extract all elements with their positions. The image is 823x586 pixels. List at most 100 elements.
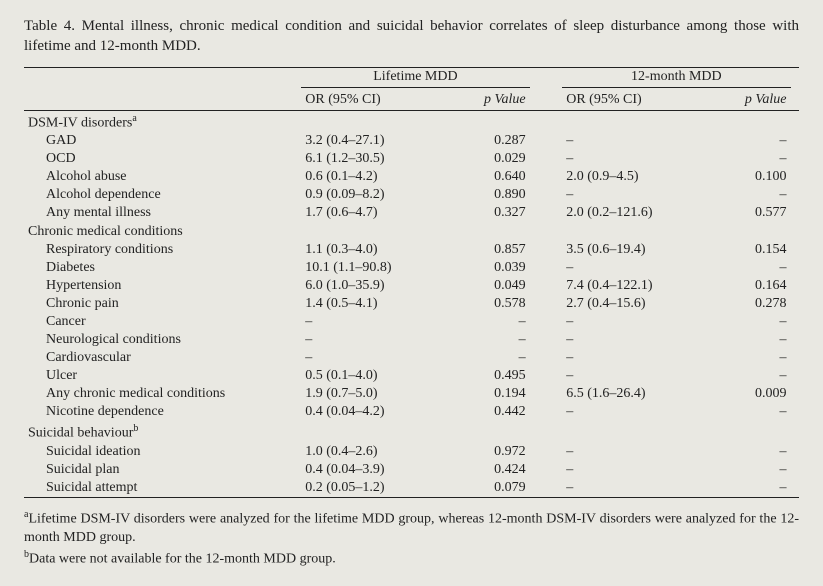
header-row-1: Lifetime MDD 12-month MDD <box>24 68 799 88</box>
cell-p1: 0.578 <box>448 295 530 313</box>
table-row: OCD6.1 (1.2–30.5)0.029–– <box>24 150 799 168</box>
cell-p1: 0.287 <box>448 132 530 150</box>
cell-p2: – <box>709 443 791 461</box>
cell-p1: 0.424 <box>448 461 530 479</box>
cell-p1: 0.327 <box>448 204 530 222</box>
table-row: Any chronic medical conditions1.9 (0.7–5… <box>24 385 799 403</box>
table-row: Ulcer0.5 (0.1–4.0)0.495 –– <box>24 367 799 385</box>
cell-p1: 0.049 <box>448 277 530 295</box>
cell-or1: 0.4 (0.04–4.2) <box>301 403 448 421</box>
cell-p2: – <box>709 349 791 367</box>
row-label: GAD <box>24 132 301 150</box>
header-or2: OR (95% CI) <box>562 87 709 110</box>
cell-p1: 0.442 <box>448 403 530 421</box>
table-row: Suicidal plan0.4 (0.04–3.9)0.424 –– <box>24 461 799 479</box>
row-label: Cancer <box>24 313 301 331</box>
cell-or1: 1.9 (0.7–5.0) <box>301 385 448 403</box>
table-row: Cancer–––– <box>24 313 799 331</box>
cell-or2: – <box>562 313 709 331</box>
cell-p2: – <box>709 150 791 168</box>
table-row: Nicotine dependence0.4 (0.04–4.2)0.442–– <box>24 403 799 421</box>
cell-p2: 0.577 <box>709 204 791 222</box>
cell-or2: – <box>562 349 709 367</box>
table-row: Suicidal ideation1.0 (0.4–2.6)0.972–– <box>24 443 799 461</box>
cell-or1: 6.0 (1.0–35.9) <box>301 277 448 295</box>
header-lifetime: Lifetime MDD <box>301 68 529 88</box>
cell-p2: – <box>709 479 791 498</box>
cell-or2: 6.5 (1.6–26.4) <box>562 385 709 403</box>
cell-p2: – <box>709 186 791 204</box>
row-label: Any chronic medical conditions <box>24 385 301 403</box>
cell-p1: – <box>448 349 530 367</box>
cell-p1: 0.495 <box>448 367 530 385</box>
cell-or2: 3.5 (0.6–19.4) <box>562 241 709 259</box>
cell-p1: 0.972 <box>448 443 530 461</box>
cell-or2: – <box>562 461 709 479</box>
cell-or1: 3.2 (0.4–27.1) <box>301 132 448 150</box>
table-row: Cardiovascular–––– <box>24 349 799 367</box>
table-row: Chronic pain1.4 (0.5–4.1)0.5782.7 (0.4–1… <box>24 295 799 313</box>
table-row: Respiratory conditions1.1 (0.3–4.0)0.857… <box>24 241 799 259</box>
footnotes: aLifetime DSM-IV disorders were analyzed… <box>24 508 799 570</box>
cell-p2: 0.278 <box>709 295 791 313</box>
cell-or1: 10.1 (1.1–90.8) <box>301 259 448 277</box>
cell-or2: 7.4 (0.4–122.1) <box>562 277 709 295</box>
header-or1: OR (95% CI) <box>301 87 448 110</box>
cell-or2: – <box>562 150 709 168</box>
cell-or2: – <box>562 132 709 150</box>
row-label: Respiratory conditions <box>24 241 301 259</box>
table-row: Alcohol dependence0.9 (0.09–8.2)0.890–– <box>24 186 799 204</box>
header-12month: 12-month MDD <box>562 68 790 88</box>
row-label: Alcohol abuse <box>24 168 301 186</box>
cell-p2: – <box>709 367 791 385</box>
row-label: Any mental illness <box>24 204 301 222</box>
cell-or1: 1.7 (0.6–4.7) <box>301 204 448 222</box>
section-title: Chronic medical conditions <box>24 222 799 241</box>
cell-p1: 0.039 <box>448 259 530 277</box>
cell-or1: – <box>301 331 448 349</box>
footnote-b: bData were not available for the 12-mont… <box>24 548 799 570</box>
cell-or1: 0.5 (0.1–4.0) <box>301 367 448 385</box>
table-row: Diabetes10.1 (1.1–90.8)0.039 –– <box>24 259 799 277</box>
row-label: Suicidal ideation <box>24 443 301 461</box>
table-row: Hypertension6.0 (1.0–35.9)0.0497.4 (0.4–… <box>24 277 799 295</box>
row-label: Cardiovascular <box>24 349 301 367</box>
table-row: Alcohol abuse0.6 (0.1–4.2)0.6402.0 (0.9–… <box>24 168 799 186</box>
cell-p2: – <box>709 331 791 349</box>
section-header: Chronic medical conditions <box>24 222 799 241</box>
section-header: Suicidal behaviourb <box>24 421 799 443</box>
cell-or1: 1.4 (0.5–4.1) <box>301 295 448 313</box>
row-label: OCD <box>24 150 301 168</box>
table-row: GAD3.2 (0.4–27.1)0.287–– <box>24 132 799 150</box>
cell-or2: 2.0 (0.9–4.5) <box>562 168 709 186</box>
row-label: Ulcer <box>24 367 301 385</box>
footnote-a: aLifetime DSM-IV disorders were analyzed… <box>24 508 799 548</box>
row-label: Suicidal attempt <box>24 479 301 498</box>
cell-or2: – <box>562 259 709 277</box>
cell-or1: 6.1 (1.2–30.5) <box>301 150 448 168</box>
row-label: Neurological conditions <box>24 331 301 349</box>
row-label: Suicidal plan <box>24 461 301 479</box>
row-label: Alcohol dependence <box>24 186 301 204</box>
table-row: Suicidal attempt0.2 (0.05–1.2)0.079–– <box>24 479 799 498</box>
cell-p2: – <box>709 259 791 277</box>
cell-or1: 0.9 (0.09–8.2) <box>301 186 448 204</box>
cell-p1: 0.890 <box>448 186 530 204</box>
cell-or2: 2.7 (0.4–15.6) <box>562 295 709 313</box>
cell-or1: – <box>301 349 448 367</box>
cell-p2: 0.164 <box>709 277 791 295</box>
cell-p1: – <box>448 331 530 349</box>
cell-or2: – <box>562 367 709 385</box>
header-row-2: OR (95% CI) p Value OR (95% CI) p Value <box>24 87 799 110</box>
row-label: Diabetes <box>24 259 301 277</box>
cell-p2: 0.154 <box>709 241 791 259</box>
cell-p1: 0.857 <box>448 241 530 259</box>
cell-or1: 1.0 (0.4–2.6) <box>301 443 448 461</box>
header-p2: p Value <box>745 92 787 107</box>
cell-or1: 0.4 (0.04–3.9) <box>301 461 448 479</box>
cell-p2: – <box>709 461 791 479</box>
cell-p2: – <box>709 403 791 421</box>
cell-or1: 1.1 (0.3–4.0) <box>301 241 448 259</box>
cell-p1: 0.194 <box>448 385 530 403</box>
section-header: DSM-IV disordersa <box>24 111 799 133</box>
